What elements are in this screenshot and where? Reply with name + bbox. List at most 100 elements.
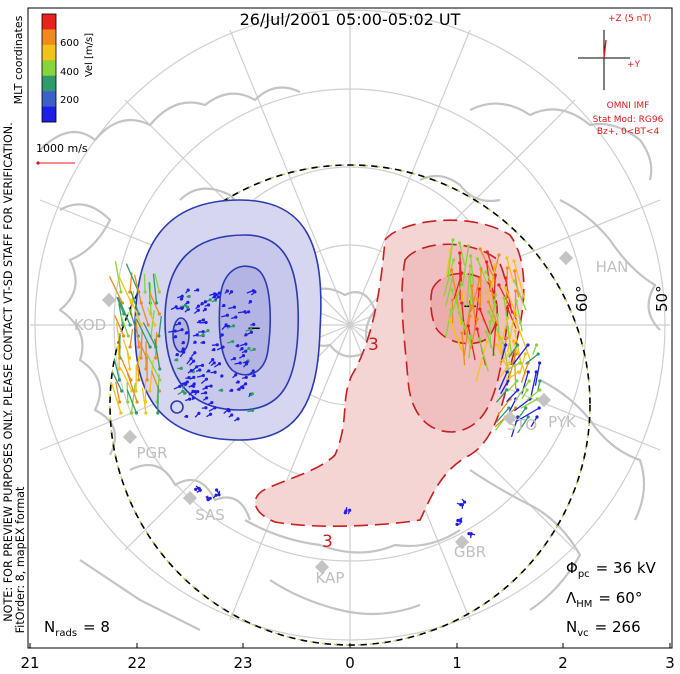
velocity-vector	[521, 389, 528, 400]
velocity-vector	[498, 353, 510, 364]
vector-origin	[197, 411, 201, 415]
vector-origin	[206, 329, 210, 333]
velocity-vector	[117, 275, 132, 304]
vector-origin	[214, 493, 218, 497]
velocity-vector	[506, 257, 514, 280]
velocity-vector	[154, 273, 160, 293]
velocity-vector	[111, 371, 123, 392]
vector-origin	[212, 348, 216, 352]
vector-origin	[244, 375, 248, 379]
vector-origin	[220, 374, 224, 378]
velocity-vector	[142, 322, 157, 348]
vector-origin	[213, 370, 217, 374]
vector-origin	[187, 294, 191, 299]
velocity-vector	[126, 372, 138, 403]
vector-origin	[514, 352, 518, 356]
vector-origin	[461, 291, 465, 295]
vector-origin	[524, 406, 528, 410]
coastline	[269, 579, 421, 616]
vector-origin	[128, 290, 132, 294]
radar-site-marker	[122, 429, 138, 445]
vector-origin	[196, 288, 200, 292]
vector-origin	[154, 356, 158, 360]
vector-origin	[451, 238, 455, 242]
map-statistics: Φpc = 36 kV ΛHM = 60° Nvc = 266 Nrads = 8	[44, 559, 657, 639]
vector-origin	[252, 374, 256, 378]
vector-origin	[534, 343, 539, 347]
vector-origin	[512, 279, 516, 283]
velocity-vector	[500, 344, 507, 363]
velocity-vector	[453, 329, 464, 354]
vector-origin	[495, 313, 499, 317]
velocity-vector	[113, 358, 121, 381]
color-bar-segment	[42, 75, 56, 92]
vector-origin	[215, 343, 219, 347]
vector-origin	[525, 388, 529, 392]
vector-origin	[493, 273, 497, 277]
velocity-vector	[122, 338, 131, 359]
mlt-tick-label: 0	[345, 654, 355, 672]
color-tick: 400	[60, 67, 79, 78]
vector-origin	[475, 327, 479, 331]
vector-origin	[182, 350, 186, 354]
velocity-vector	[137, 360, 140, 381]
velocity-scale-origin	[36, 161, 40, 165]
vector-origin	[137, 378, 141, 382]
vector-origin	[129, 411, 134, 415]
vector-origin	[184, 303, 188, 308]
color-bar-segment	[42, 29, 56, 46]
vector-origin	[183, 391, 187, 395]
velocity-vector	[515, 407, 540, 423]
vector-origin	[538, 388, 542, 392]
vector-origin	[128, 323, 132, 327]
velocity-vector	[445, 249, 452, 278]
velocity-vector	[158, 315, 162, 337]
vector-origin	[450, 278, 454, 282]
vector-origin	[488, 280, 492, 284]
page-title: 26/Jul/2001 05:00-05:02 UT	[240, 10, 461, 29]
velocity-vector	[146, 352, 161, 381]
velocity-vector	[532, 344, 538, 355]
velocity-vector	[146, 307, 156, 326]
coastline	[244, 519, 461, 554]
vector-origin	[450, 268, 454, 272]
vector-origin	[251, 289, 255, 293]
vector-origin	[497, 253, 501, 257]
vector-origin	[518, 361, 522, 365]
velocity-vector	[508, 344, 519, 358]
hm-boundary-vectors	[109, 164, 591, 646]
velocity-vector	[513, 398, 531, 412]
velocity-vector	[518, 353, 526, 375]
vector-origin	[119, 411, 123, 415]
velocity-vector	[508, 362, 521, 370]
vector-origin	[506, 326, 510, 330]
vector-origin	[186, 288, 190, 292]
velocity-vector	[530, 416, 538, 427]
vector-origin	[186, 305, 190, 309]
vector-origin	[227, 409, 231, 413]
vector-origin	[193, 340, 197, 344]
imf-panel: +Z (5 nT) +Y OMNI IMF Stat Mod: RG96 Bz+…	[578, 14, 664, 137]
vector-origin	[526, 415, 530, 419]
vector-origin	[485, 340, 489, 344]
vector-origin	[126, 334, 130, 338]
color-bar-segment	[42, 44, 56, 61]
color-tick: 200	[60, 95, 79, 106]
vector-origin	[527, 379, 531, 383]
vector-origin	[232, 356, 237, 361]
vector-origin	[224, 323, 228, 327]
vector-origin	[504, 286, 508, 290]
lat-label-60: 60°	[573, 285, 591, 312]
vector-origin	[188, 397, 192, 401]
vector-origin	[191, 389, 195, 394]
vector-origin	[457, 311, 461, 315]
radar-station-label: PGR	[136, 444, 167, 462]
vector-origin	[486, 300, 491, 304]
velocity-vector	[463, 315, 471, 357]
meridian-line	[39, 199, 661, 451]
imf-condition: Bz+, 0<BT<4	[597, 127, 660, 137]
vector-origin	[231, 339, 235, 344]
velocity-vector	[476, 258, 489, 285]
mlt-tick-label: 23	[233, 654, 252, 672]
velocity-vector	[141, 387, 147, 414]
